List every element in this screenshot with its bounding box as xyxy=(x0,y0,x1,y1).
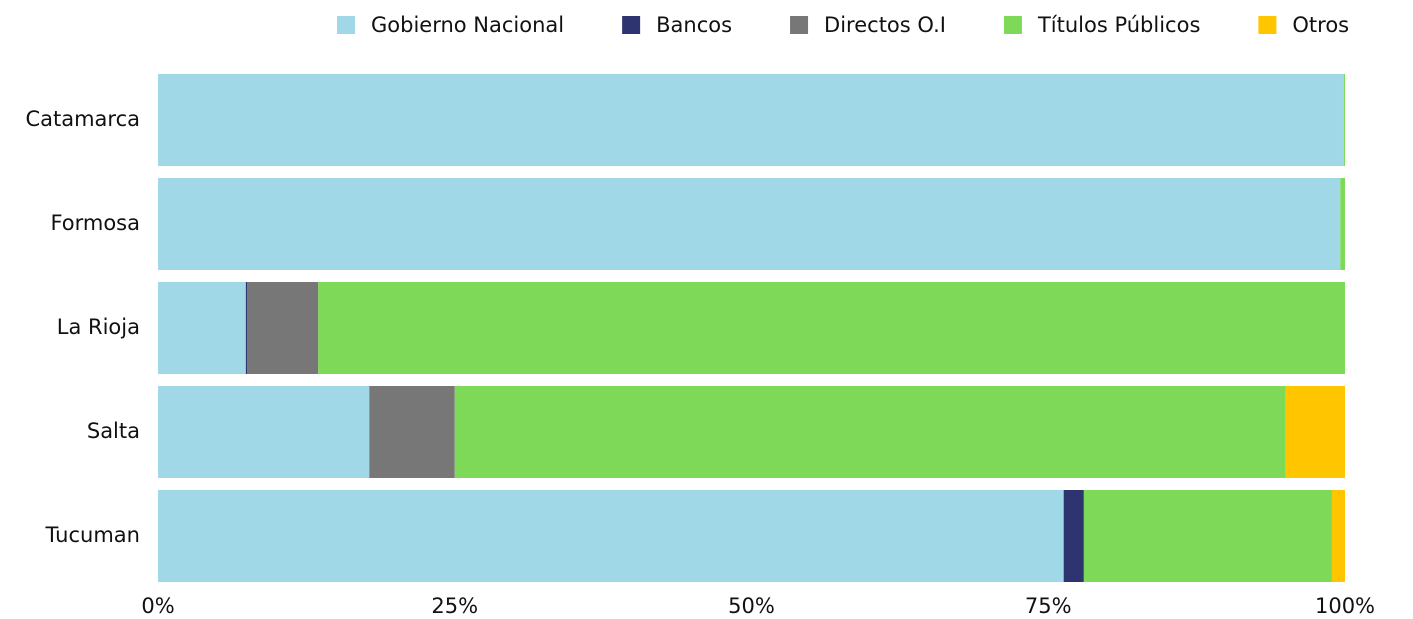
bar-segment xyxy=(158,386,370,478)
bar-segment xyxy=(1285,386,1345,478)
bar-segment xyxy=(1343,74,1345,166)
bar-segment xyxy=(158,282,246,374)
bar-segment xyxy=(369,386,455,478)
legend-swatch xyxy=(1003,16,1022,34)
bar-segment xyxy=(158,178,1341,270)
bar-segment xyxy=(1063,490,1084,582)
bar-segment xyxy=(158,74,1344,166)
x-tick-label: 50% xyxy=(728,594,775,618)
legend-swatch xyxy=(1258,16,1277,34)
y-tick-label: La Rioja xyxy=(57,315,140,339)
bar-segment xyxy=(247,282,319,374)
legend-label: Bancos xyxy=(656,13,732,37)
legend-swatch xyxy=(337,16,355,34)
y-tick-label: Salta xyxy=(87,419,140,443)
legend-label: Gobierno Nacional xyxy=(371,13,564,37)
x-tick-label: 0% xyxy=(141,594,174,618)
legend-label: Directos O.I xyxy=(824,13,946,37)
x-tick-label: 75% xyxy=(1025,594,1072,618)
legend-label: Títulos Públicos xyxy=(1037,13,1200,37)
bar-segment xyxy=(1083,490,1332,582)
bar-segment xyxy=(158,490,1064,582)
legend-swatch xyxy=(622,16,641,34)
y-tick-label: Formosa xyxy=(50,211,140,235)
bar-segment xyxy=(454,386,1286,478)
legend-swatch xyxy=(790,16,809,34)
bar-segment xyxy=(245,282,248,374)
y-tick-label: Tucuman xyxy=(45,523,140,547)
x-tick-label: 25% xyxy=(431,594,478,618)
bar-segment xyxy=(1340,178,1345,270)
bar-segment xyxy=(1331,490,1345,582)
legend-label: Otros xyxy=(1292,13,1349,37)
bar-segment xyxy=(318,282,1345,374)
x-tick-label: 100% xyxy=(1315,594,1375,618)
y-tick-label: Catamarca xyxy=(25,107,140,131)
